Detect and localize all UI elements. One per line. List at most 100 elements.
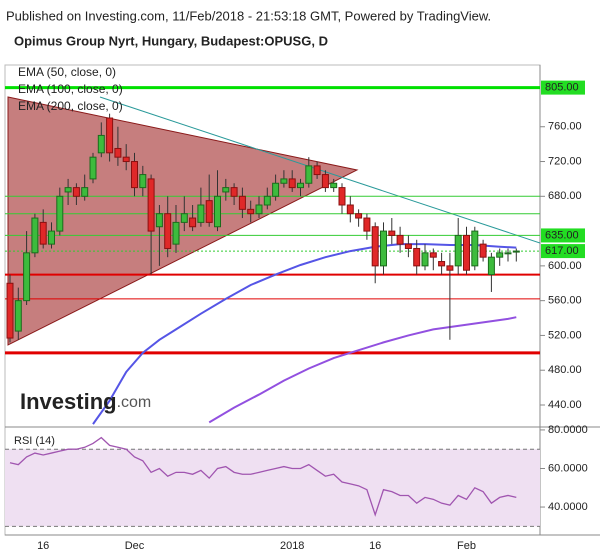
- candle-body: [330, 182, 338, 189]
- candle-body: [155, 213, 163, 228]
- legend-entry: EMA (50, close, 0): [18, 65, 116, 79]
- y-tick-label: 440.00: [548, 399, 582, 411]
- candle-body: [313, 165, 321, 176]
- candle-body: [214, 195, 221, 228]
- candle-body: [180, 213, 188, 223]
- y-tick-label: 480.00: [548, 364, 582, 376]
- candle-body: [72, 187, 80, 197]
- candle-body: [338, 187, 346, 206]
- candle-body: [31, 217, 39, 254]
- price-label: 635.00: [545, 229, 579, 241]
- candle-body: [230, 187, 238, 197]
- candle-body: [380, 230, 387, 267]
- candle-body: [139, 174, 147, 189]
- candle-body: [487, 256, 495, 276]
- candle-body: [48, 230, 55, 245]
- legend-entry: EMA (100, close, 0): [18, 82, 123, 96]
- candle-body: [272, 182, 280, 197]
- candle-body: [97, 134, 105, 154]
- price-pane: [5, 86, 540, 425]
- candle-body: [496, 252, 504, 258]
- x-tick-label: Dec: [125, 540, 145, 552]
- x-tick-label: 16: [369, 540, 381, 552]
- candle-body: [64, 187, 72, 193]
- candle-body: [164, 213, 172, 249]
- candle-body: [106, 117, 114, 154]
- candle-body: [14, 300, 22, 332]
- candle-body: [321, 174, 329, 189]
- candle-body: [56, 195, 64, 232]
- candle-body: [421, 252, 429, 267]
- rsi-pane: [5, 436, 540, 527]
- candle-body: [355, 213, 363, 219]
- x-tick-label: 2018: [280, 540, 304, 552]
- watermark-suffix: .com: [117, 394, 152, 411]
- price-label-box: [541, 80, 585, 95]
- ema-line: [92, 243, 517, 425]
- candle-body: [189, 217, 197, 228]
- price-label: 617.00: [545, 245, 579, 257]
- candle-body: [413, 247, 421, 267]
- y-tick-label: 40.0000: [548, 501, 588, 513]
- rsi-line: [9, 436, 517, 517]
- ema-line: [208, 316, 517, 424]
- candle-body: [205, 200, 213, 223]
- candle-body: [438, 261, 446, 267]
- candle-body: [247, 208, 255, 215]
- candle-body: [255, 204, 263, 215]
- candle-body: [288, 178, 296, 189]
- y-tick-label: 560.00: [548, 295, 582, 307]
- candle-body: [363, 217, 371, 232]
- candle-body: [122, 156, 130, 163]
- candle-body: [446, 265, 454, 271]
- candle-body: [81, 187, 89, 197]
- published-note: Published on Investing.com, 11/Feb/2018 …: [6, 8, 491, 23]
- candle-body: [280, 178, 288, 184]
- candle-body: [512, 250, 520, 253]
- candle-body: [429, 252, 437, 258]
- candle-body: [114, 147, 122, 158]
- candle-body: [463, 234, 470, 271]
- candle-body: [263, 195, 271, 206]
- candle-body: [131, 161, 138, 189]
- candle-body: [305, 165, 313, 184]
- candle-body: [471, 230, 479, 267]
- price-label-box: [541, 244, 585, 259]
- candle-body: [147, 178, 155, 232]
- y-tick-label: 720.00: [548, 155, 582, 167]
- candle-body: [346, 204, 354, 215]
- price-label: 805.00: [545, 82, 579, 94]
- rsi-title: RSI (14): [14, 435, 55, 447]
- candle-body: [172, 221, 180, 245]
- candle-body: [388, 230, 396, 236]
- candle-body: [404, 243, 412, 249]
- x-tick-label: 16: [37, 540, 49, 552]
- watermark: Investing.com: [20, 389, 151, 414]
- candle-body: [197, 204, 205, 223]
- candle-body: [479, 243, 487, 258]
- candle-body: [396, 234, 404, 245]
- candle-body: [23, 252, 31, 302]
- rsi-band: [5, 449, 540, 527]
- x-tick-label: Feb: [457, 540, 476, 552]
- y-tick-label: 600.00: [548, 260, 582, 272]
- symbol-title: Opimus Group Nyrt, Hungary, Budapest:OPU…: [14, 33, 328, 48]
- candle-body: [371, 226, 379, 267]
- candle-body: [6, 282, 14, 339]
- candle-body: [39, 221, 47, 245]
- candle-body: [297, 182, 304, 189]
- candle-body: [454, 234, 462, 267]
- y-tick-label: 680.00: [548, 190, 582, 202]
- price-label-box: [541, 228, 585, 243]
- candle-body: [238, 195, 246, 210]
- candle-body: [89, 156, 97, 180]
- watermark-brand: Investing: [20, 389, 117, 414]
- y-tick-label: 520.00: [548, 329, 582, 341]
- legend-entry: EMA (200, close, 0): [18, 99, 123, 113]
- y-tick-label: 80.0000: [548, 424, 588, 436]
- candle-body: [222, 187, 230, 193]
- candle-body: [504, 252, 512, 255]
- y-tick-label: 60.0000: [548, 462, 588, 474]
